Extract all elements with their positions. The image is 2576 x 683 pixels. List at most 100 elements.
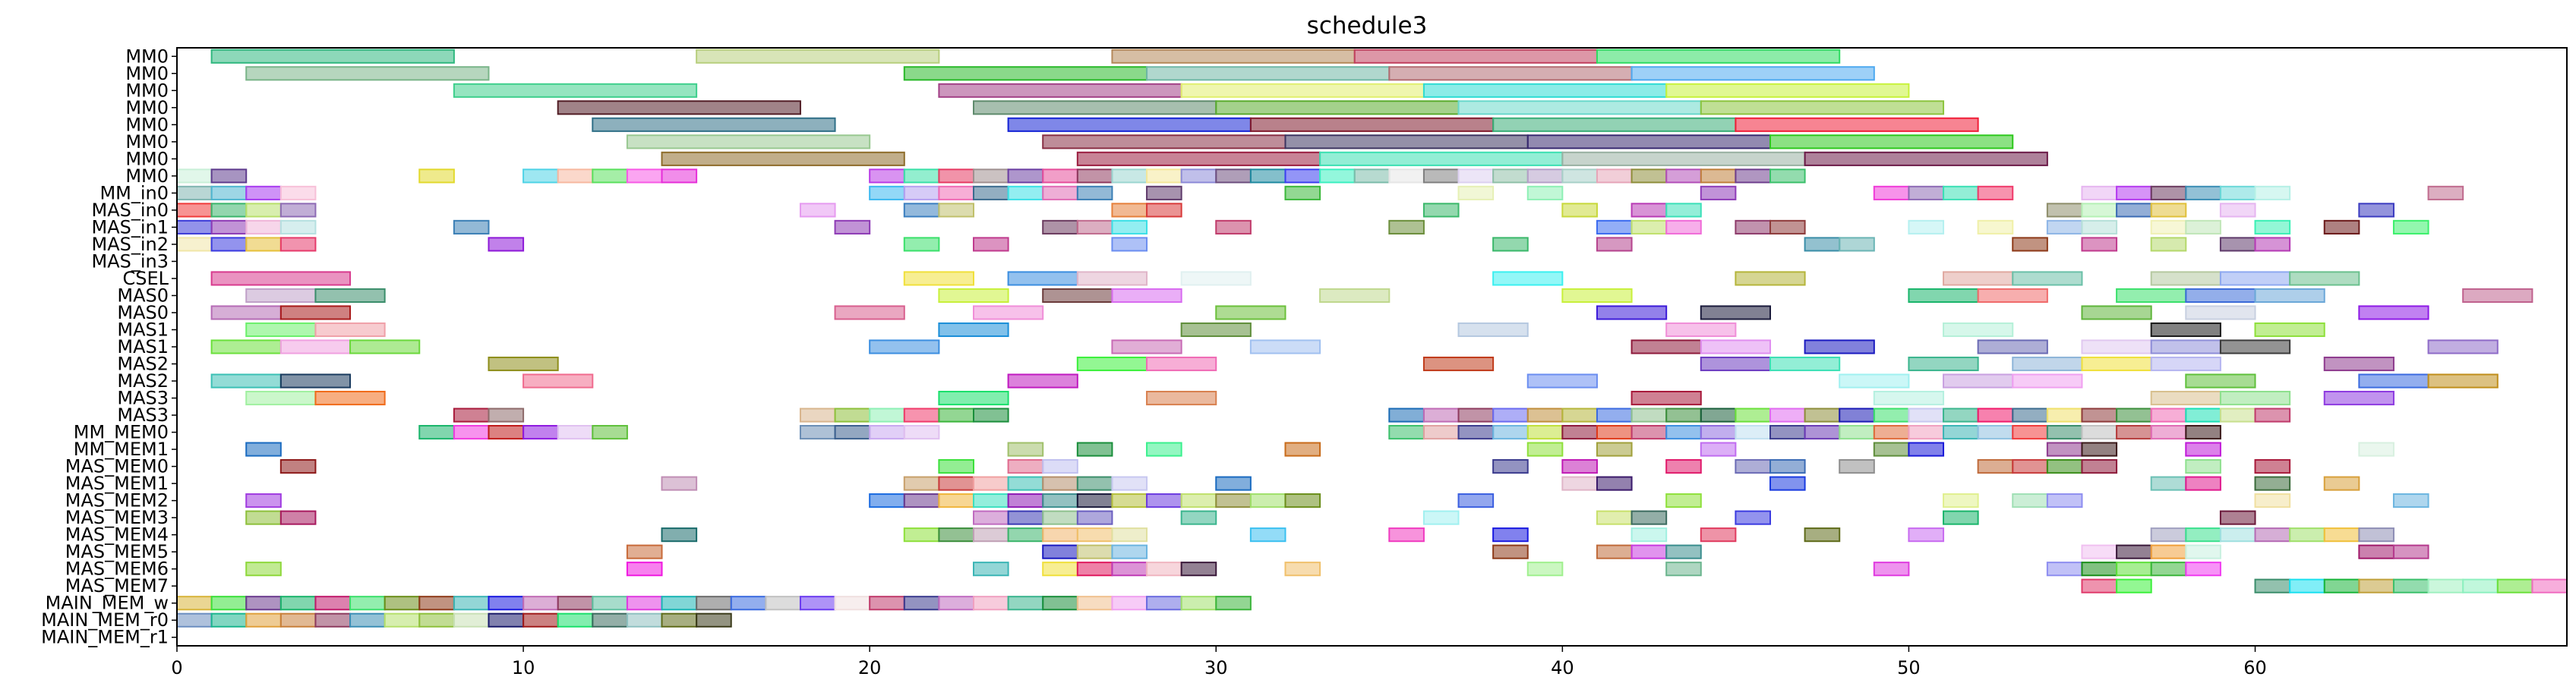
task-bar	[1735, 117, 1979, 132]
task-bar	[626, 168, 663, 184]
y-tick-label: MAIN_MEM_r0	[41, 609, 169, 631]
task-bar	[245, 510, 282, 525]
task-bar	[1839, 459, 1875, 474]
task-bar	[1561, 425, 1598, 440]
task-bar	[2185, 527, 2221, 543]
task-bar	[1319, 168, 1356, 184]
task-bar	[453, 219, 490, 234]
task-bar	[245, 322, 317, 338]
task-bar	[2081, 425, 2118, 440]
task-bar	[1943, 185, 1979, 200]
task-bar	[453, 408, 490, 423]
task-bar	[1042, 459, 1078, 474]
task-bar	[903, 237, 940, 252]
x-tick-label: 20	[858, 657, 882, 678]
task-bar	[2012, 408, 2048, 423]
task-bar	[1076, 219, 1113, 234]
task-bar	[2219, 271, 2291, 286]
task-bar	[1908, 408, 1945, 423]
task-bar	[176, 596, 213, 611]
x-tick-label: 60	[2243, 657, 2267, 678]
y-tick-label: MM0	[125, 97, 169, 118]
task-bar	[592, 612, 628, 628]
task-bar	[1076, 168, 1113, 184]
task-bar	[1804, 339, 1875, 354]
task-bar	[1076, 442, 1113, 457]
task-bar	[1180, 596, 1217, 611]
y-tick-label: MAIN_MEM_w	[46, 593, 169, 614]
task-bar	[592, 168, 628, 184]
task-bar	[2116, 288, 2187, 304]
task-bar	[2116, 544, 2152, 559]
task-bar	[2289, 527, 2325, 543]
task-bar	[1735, 219, 1772, 234]
task-bar	[626, 612, 663, 628]
task-bar	[1839, 373, 1910, 389]
task-bar	[1700, 100, 1945, 115]
task-bar	[1319, 288, 1391, 304]
task-bar	[2185, 288, 2256, 304]
task-bar	[176, 203, 213, 218]
task-bar	[279, 510, 317, 525]
task-bar	[2012, 237, 2048, 252]
task-bar	[245, 219, 282, 234]
task-bar	[2254, 476, 2291, 491]
task-bar	[2081, 203, 2118, 218]
task-bar	[1526, 185, 1564, 200]
x-axis: 0 10 20 30 40 50 60	[171, 646, 2267, 678]
task-bar	[279, 339, 352, 354]
task-bar	[2219, 237, 2256, 252]
task-bar	[245, 442, 282, 457]
task-bar	[1388, 168, 1425, 184]
task-bar	[1180, 168, 1217, 184]
task-bar	[2496, 578, 2533, 593]
y-tick-label: MM0	[125, 46, 169, 67]
task-bar	[176, 237, 213, 252]
task-bar	[1076, 356, 1148, 372]
task-bar	[1076, 185, 1113, 200]
task-bar	[1943, 373, 2014, 389]
task-bar	[1422, 408, 1460, 423]
task-bar	[2219, 185, 2256, 200]
task-bar	[2185, 442, 2221, 457]
task-bar	[1007, 373, 1078, 389]
task-bar	[1492, 544, 1529, 559]
task-bar	[938, 459, 975, 474]
task-bar	[2427, 578, 2464, 593]
y-tick-label: MM0	[125, 148, 169, 169]
task-bar	[938, 476, 975, 491]
task-bar	[1111, 544, 1148, 559]
task-bar	[1769, 408, 1806, 423]
task-bar	[1769, 425, 1806, 440]
task-bar	[592, 425, 628, 440]
task-bar	[938, 493, 975, 508]
task-bar	[1526, 562, 1564, 577]
task-bar	[1249, 339, 1321, 354]
task-bar	[1908, 356, 1979, 372]
task-bar	[488, 356, 559, 372]
y-tick-label: MM0	[125, 80, 169, 101]
task-bar	[245, 493, 282, 508]
task-bar	[1457, 100, 1702, 115]
task-bar	[2219, 203, 2256, 218]
task-bar	[2185, 459, 2221, 474]
task-bar	[1388, 408, 1425, 423]
task-bar	[2289, 271, 2360, 286]
task-bar	[210, 339, 282, 354]
task-bar	[903, 66, 1148, 81]
task-bar	[1146, 168, 1182, 184]
task-bar	[2427, 185, 2464, 200]
task-bar	[2150, 237, 2187, 252]
task-bar	[2185, 408, 2221, 423]
task-bar	[1215, 305, 1286, 320]
task-bar	[1700, 185, 1737, 200]
task-bar	[1111, 168, 1148, 184]
task-bar	[2116, 408, 2152, 423]
task-bar	[1735, 168, 1772, 184]
task-bar	[1146, 356, 1217, 372]
task-bar	[2289, 578, 2325, 593]
task-bar	[1665, 83, 1910, 98]
task-bar	[488, 596, 525, 611]
task-bar	[938, 168, 975, 184]
task-bar	[1422, 168, 1460, 184]
